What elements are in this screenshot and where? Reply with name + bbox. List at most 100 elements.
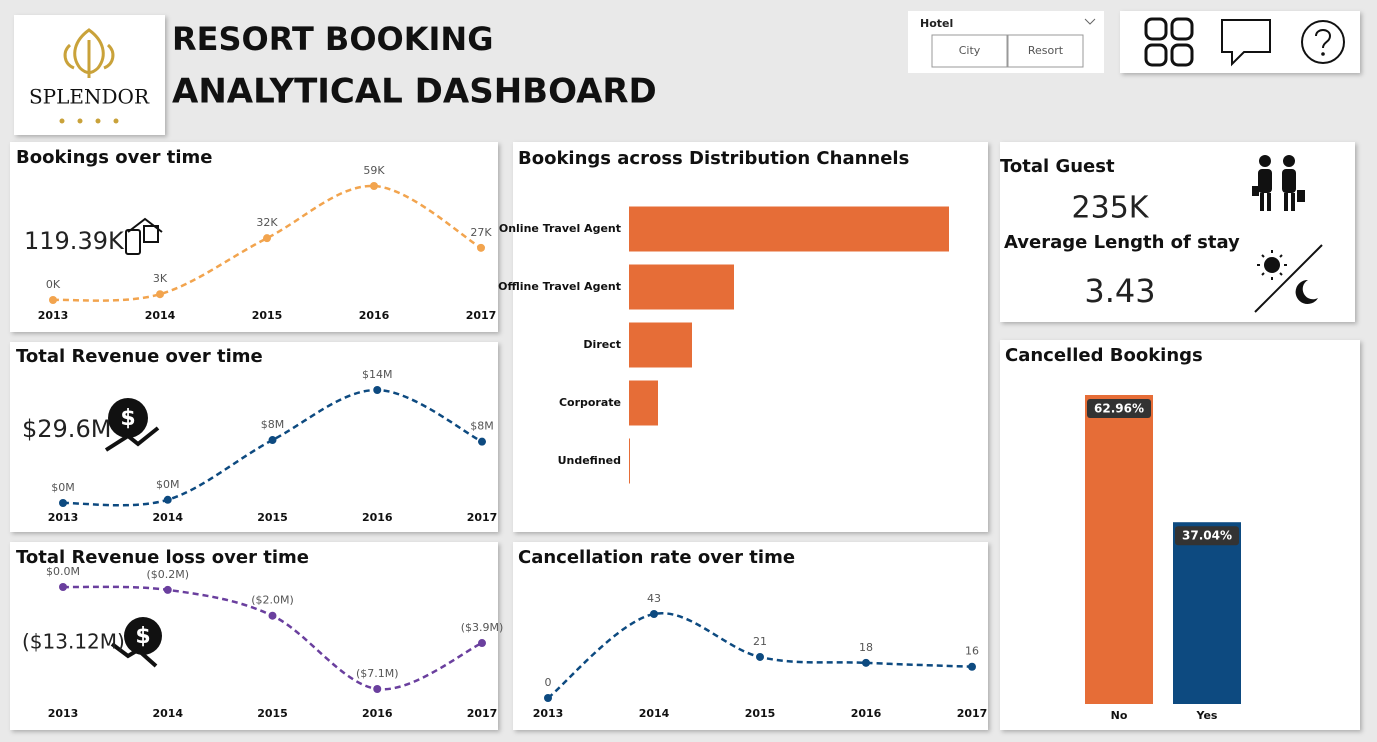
x-tick-label: 2014	[639, 707, 670, 720]
kpi-value: 3.43	[1084, 272, 1155, 310]
point	[478, 437, 486, 446]
dashboard-title: RESORT BOOKING	[172, 20, 493, 58]
data-label: 59K	[363, 164, 385, 177]
slicer-button[interactable]	[1007, 34, 1084, 68]
chart-title: Cancellation rate over time	[518, 547, 795, 568]
x-tick-label: 2017	[957, 707, 988, 720]
data-label: 32K	[256, 216, 278, 229]
nav-icon[interactable]	[1144, 17, 1194, 67]
x-tick-label: 2014	[152, 511, 183, 524]
x-tick-label: 2013	[38, 309, 69, 322]
chart-title: Bookings across Distribution Channels	[518, 148, 909, 169]
point	[478, 639, 486, 648]
data-label: 21	[753, 635, 767, 648]
point	[370, 182, 378, 190]
bar	[629, 380, 658, 426]
card-panel	[10, 142, 498, 332]
loss-icon: $	[110, 617, 162, 668]
point	[163, 495, 172, 504]
bar	[629, 206, 949, 252]
point	[59, 583, 67, 591]
x-tick-label: 2013	[48, 511, 79, 524]
point	[268, 611, 277, 620]
data-label: $0M	[51, 481, 75, 494]
x-tick-label: 2016	[851, 707, 882, 720]
kpi-value: $29.6M	[22, 415, 111, 443]
x-tick-label: 2016	[359, 309, 390, 322]
bar	[1085, 395, 1153, 704]
kpi-value: 119.39K	[24, 227, 125, 255]
bar	[1173, 522, 1241, 704]
x-tick-label: No	[1111, 709, 1128, 722]
chat-icon[interactable]	[1221, 19, 1271, 67]
data-label: $8M	[470, 420, 494, 433]
slicer-chevron[interactable]	[1084, 18, 1096, 25]
slicer-title: Hotel	[920, 17, 953, 30]
kpi-label: Average Length of stay	[1004, 232, 1240, 253]
x-tick-label: 2015	[252, 309, 283, 322]
guests-icon	[1252, 155, 1305, 211]
logo-text: SPLENDOR	[29, 85, 150, 109]
data-label: $0.0M	[46, 565, 80, 578]
chart-title: Bookings over time	[16, 147, 212, 168]
y-tick-label: Corporate	[559, 396, 621, 409]
card-panel	[10, 342, 498, 532]
data-label: ($7.1M)	[356, 667, 399, 680]
point	[163, 585, 172, 594]
booking-icon	[125, 217, 163, 255]
y-tick-label: Online Travel Agent	[499, 222, 621, 235]
data-label: ($2.0M)	[251, 594, 294, 607]
x-tick-label: 2015	[257, 511, 288, 524]
card-panel	[513, 542, 988, 730]
point	[968, 662, 976, 671]
data-label: 37.04%	[1182, 529, 1232, 543]
bar	[629, 438, 630, 484]
card-panel	[513, 142, 988, 532]
x-tick-label: 2013	[533, 707, 564, 720]
y-tick-label: Direct	[583, 338, 621, 351]
point	[544, 694, 552, 702]
x-tick-label: 2017	[467, 707, 498, 720]
x-tick-label: 2014	[152, 707, 183, 720]
x-tick-label: 2013	[48, 707, 79, 720]
chart-title: Cancelled Bookings	[1005, 345, 1203, 366]
bar	[629, 264, 734, 310]
slicer-option[interactable]: City	[959, 44, 981, 57]
data-label: ($3.9M)	[461, 621, 504, 634]
point	[373, 685, 382, 693]
data-label-bg	[1087, 399, 1151, 418]
chart-title: Total Revenue loss over time	[16, 547, 309, 568]
card-panel	[10, 542, 498, 730]
y-tick-label: Offline Travel Agent	[498, 280, 621, 293]
kpi-value: 235K	[1072, 191, 1150, 226]
data-label: 3K	[153, 272, 168, 285]
x-tick-label: 2015	[745, 707, 776, 720]
data-label: ($0.2M)	[146, 568, 189, 581]
data-label-bg	[1175, 526, 1239, 546]
revenue-icon: $	[104, 398, 160, 452]
data-label: $14M	[362, 368, 393, 381]
point	[59, 499, 67, 507]
x-tick-label: 2014	[145, 309, 176, 322]
slicer-button[interactable]	[931, 34, 1008, 68]
point	[756, 652, 764, 661]
point	[49, 296, 57, 304]
help-icon[interactable]	[1301, 20, 1345, 64]
logo-emblem	[63, 28, 115, 78]
data-label: 62.96%	[1094, 402, 1144, 416]
logo-stars	[59, 118, 119, 124]
point	[862, 658, 870, 667]
point	[373, 386, 382, 394]
point	[477, 243, 485, 252]
data-label: $8M	[261, 418, 285, 431]
point	[268, 436, 277, 445]
bar	[629, 322, 692, 368]
chart-title: Total Revenue over time	[16, 346, 263, 367]
slicer-option[interactable]: Resort	[1028, 44, 1064, 57]
point	[156, 290, 164, 299]
data-label: 18	[859, 641, 873, 654]
x-tick-label: 2017	[467, 511, 498, 524]
data-label: 0K	[46, 278, 61, 291]
x-tick-label: 2016	[362, 511, 393, 524]
